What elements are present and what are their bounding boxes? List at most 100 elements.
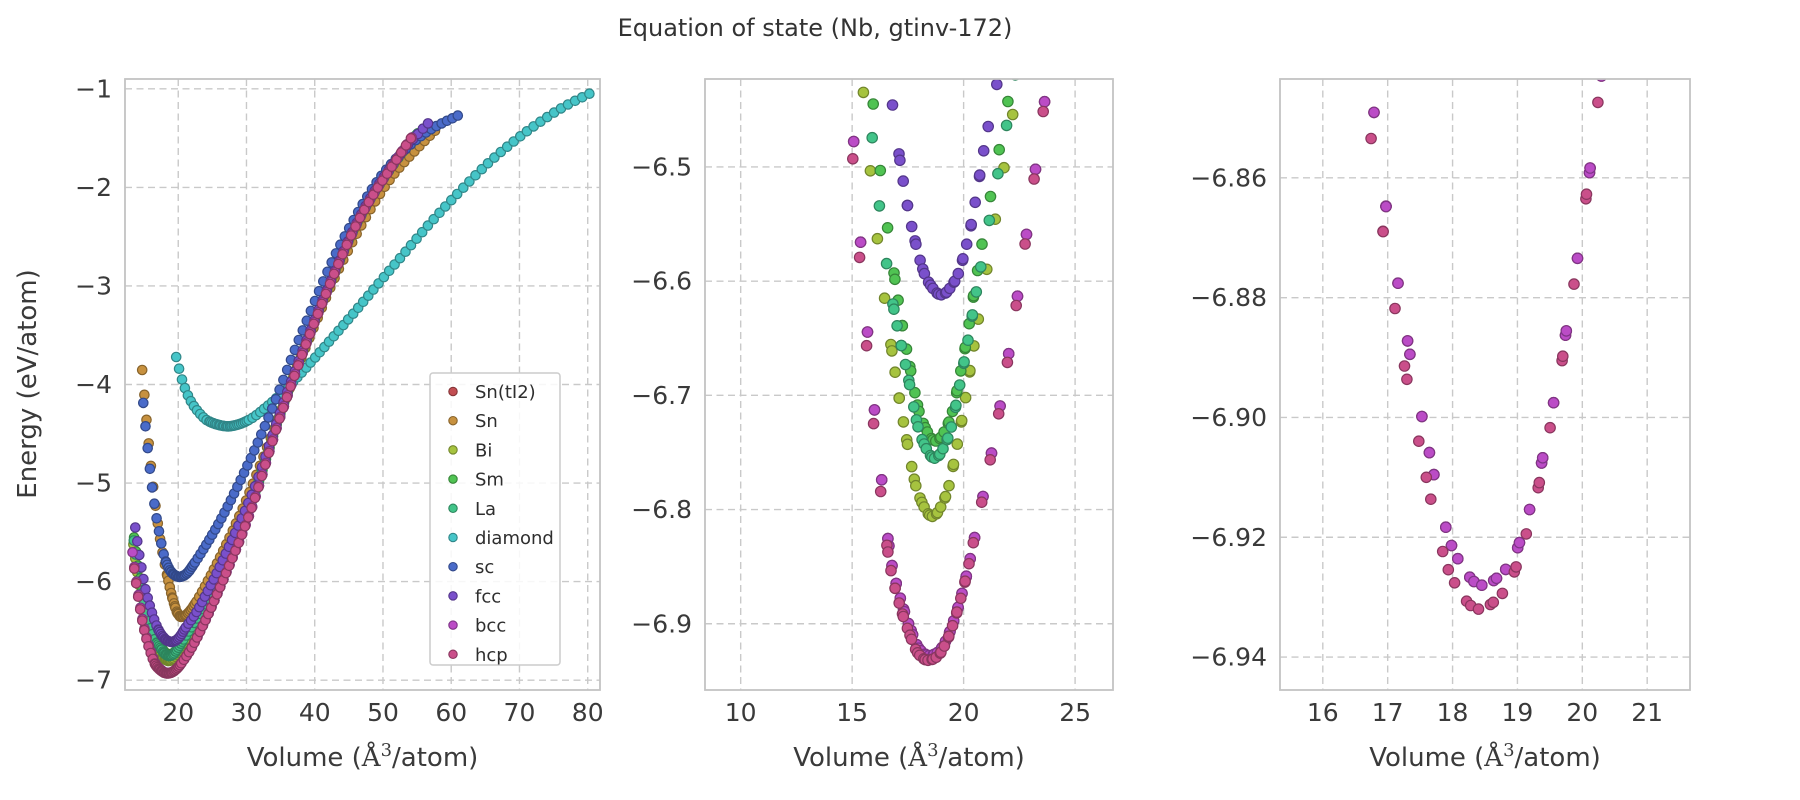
data-point [1019,238,1031,250]
x-tick-label: 40 [299,698,331,727]
data-point [1380,200,1392,213]
data-layer-zoom-bcc-hcp [1365,79,1607,615]
data-point [1011,290,1024,302]
data-point [136,364,148,376]
x-tick-label: 21 [1631,698,1663,727]
data-point [451,188,463,200]
x-axis-label: Volume (Å3/atom) [1369,740,1601,773]
data-point [951,438,964,450]
data-point [1420,471,1433,484]
data-point [1002,95,1014,108]
data-point [1020,228,1033,241]
legend-item-bcc: bcc [448,616,506,637]
data-point [405,133,417,144]
data-point [889,273,901,286]
legend-item-Sn: Sn [448,411,498,432]
data-point [1490,572,1503,585]
data-point [984,453,996,466]
data-point [1423,446,1436,459]
legend-label: fcc [475,586,501,607]
data-point [939,490,952,503]
data-point [1028,173,1040,185]
data-point [256,470,268,482]
legend-marker [448,474,458,484]
data-point [341,239,353,251]
data-point [909,479,922,492]
axes-frame [704,78,1114,691]
data-point [951,606,963,618]
data-point [259,420,271,432]
legend-marker [448,415,458,426]
y-tick-label: −2 [75,173,112,202]
data-point [1425,493,1437,505]
data-point [1401,373,1413,386]
data-point [977,145,990,157]
data-point [959,391,972,404]
series-Bi-points [857,86,1019,523]
data-point [889,366,901,378]
y-tick-label: −6.5 [631,152,692,181]
data-point [249,492,261,504]
data-point [400,140,412,151]
data-point [1448,576,1461,589]
y-tick-label: −1 [75,74,112,103]
data-point [300,339,312,350]
data-point [1392,277,1404,289]
data-point [857,86,870,99]
series-fcc-points [886,79,1003,301]
data-point [891,319,903,332]
legend-label: Sn(tI2) [475,382,536,403]
chart-title: Equation of state (Nb, gtinv-172) [618,14,1013,42]
data-point [328,268,340,280]
data-point [1580,188,1593,200]
legend-label: Sm [475,470,504,491]
data-point [878,292,891,304]
data-point [1513,536,1526,549]
data-point [853,251,866,264]
legend-label: Bi [475,440,492,461]
data-layer-zoom-minima [846,79,1051,667]
x-tick-label: 16 [1307,698,1339,727]
data-point [289,370,300,382]
data-point [153,525,165,537]
data-point [888,303,900,315]
y-tick-label: −6 [75,567,112,596]
data-point [970,286,983,298]
y-tick-label: −5 [75,469,112,498]
data-point [464,176,475,187]
data-point [320,288,332,300]
data-point [156,538,167,549]
legend-item-Sm: Sm [448,470,504,491]
data-point [137,615,148,626]
data-point [894,154,906,167]
legend: Sn(tI2) Sn Bi Sm La diamond sc fcc bcc hcp [429,372,561,666]
data-point [867,417,880,430]
legend-marker [448,591,458,601]
data-point [139,624,150,636]
legend-item-Bi: Bi [448,440,492,461]
legend-item-La: La [448,499,496,520]
data-point [292,359,304,371]
data-point [259,459,271,470]
data-point [976,238,988,250]
data-point [942,630,955,642]
data-point [304,328,316,340]
legend-marker [448,561,458,572]
data-point [846,153,859,165]
data-point [984,190,997,203]
data-point [243,512,254,523]
data-point [847,135,860,148]
data-point [452,110,464,121]
legend-marker [448,386,458,397]
data-point [963,557,975,570]
data-point [945,421,958,433]
series-hcp-points [846,105,1049,667]
data-point [1000,119,1013,132]
data-point [943,479,955,492]
data-point [864,165,877,177]
data-point [1487,596,1500,609]
y-tick-label: −6.6 [631,267,692,296]
data-point [127,546,138,558]
x-tick-label: 15 [836,698,868,727]
